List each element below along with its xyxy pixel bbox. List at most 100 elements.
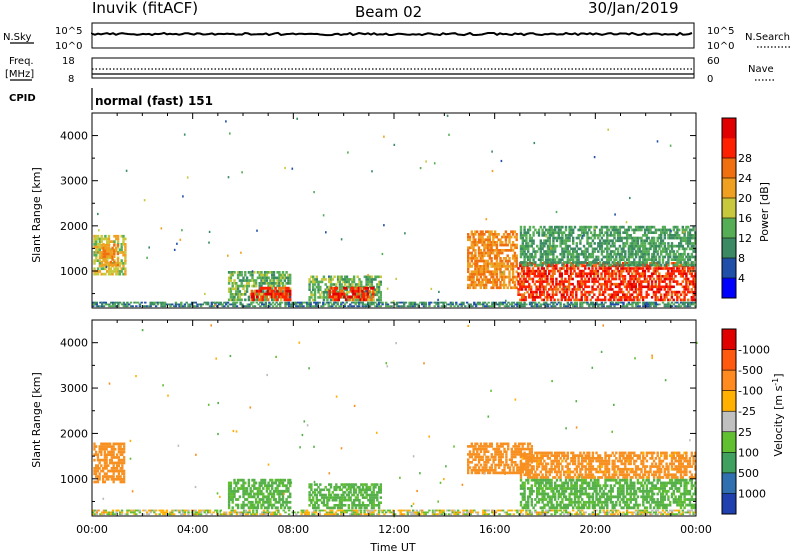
power-cell bbox=[335, 298, 339, 302]
power-cell bbox=[672, 244, 675, 248]
velocity-cell bbox=[505, 450, 508, 453]
power-cell bbox=[647, 282, 650, 286]
power-cell bbox=[661, 298, 665, 302]
power-cell bbox=[688, 305, 692, 308]
power-cell bbox=[104, 246, 107, 250]
power-cell bbox=[366, 295, 369, 299]
colorbar-swatch bbox=[722, 218, 736, 239]
power-cell bbox=[598, 228, 602, 232]
velocity-cell bbox=[95, 445, 98, 448]
power-cell bbox=[670, 250, 674, 253]
power-cell bbox=[591, 285, 594, 289]
power-cell bbox=[654, 296, 657, 299]
power-cell bbox=[535, 296, 538, 299]
power-cell bbox=[558, 275, 562, 278]
velocity-cell bbox=[492, 471, 495, 475]
velocity-cell bbox=[254, 506, 258, 510]
power-cell bbox=[650, 296, 654, 299]
power-cell bbox=[485, 251, 488, 255]
power-cell bbox=[247, 284, 251, 288]
power-cell bbox=[573, 288, 576, 291]
power-cell bbox=[600, 293, 603, 296]
power-cell bbox=[231, 298, 234, 302]
power-cell bbox=[217, 301, 221, 304]
power-cell bbox=[504, 241, 508, 244]
power-cell bbox=[539, 280, 542, 283]
power-cell bbox=[510, 249, 513, 252]
power-cell bbox=[542, 269, 545, 273]
power-cell bbox=[274, 292, 277, 296]
power-cell bbox=[163, 305, 167, 308]
power-cell bbox=[652, 290, 656, 294]
power-cell bbox=[93, 237, 96, 241]
power-cell bbox=[519, 252, 523, 256]
power-cell bbox=[254, 279, 258, 282]
power-cell bbox=[548, 234, 551, 237]
power-cell bbox=[511, 281, 515, 284]
power-cell bbox=[643, 258, 647, 261]
power-cell bbox=[566, 261, 569, 264]
power-cell bbox=[629, 225, 632, 229]
power-cell bbox=[369, 283, 372, 286]
power-cell bbox=[519, 250, 523, 253]
power-cell bbox=[260, 279, 263, 282]
power-cell bbox=[584, 231, 587, 234]
power-cell bbox=[548, 244, 551, 248]
power-cell bbox=[410, 303, 413, 306]
power-cell bbox=[490, 233, 493, 236]
velocity-cell bbox=[245, 489, 249, 493]
velocity-cell bbox=[315, 488, 318, 492]
power-cell bbox=[508, 273, 511, 276]
power-cell bbox=[598, 261, 602, 264]
power-cell bbox=[578, 280, 582, 283]
power-cell bbox=[568, 225, 571, 229]
power-cell bbox=[116, 263, 120, 267]
velocity-cell bbox=[319, 488, 322, 492]
power-cell bbox=[320, 296, 324, 299]
power-cell bbox=[104, 301, 107, 304]
power-cell bbox=[253, 305, 257, 308]
power-cell bbox=[622, 296, 625, 299]
power-cell bbox=[499, 275, 502, 279]
power-cell bbox=[614, 275, 618, 278]
power-cell bbox=[284, 305, 287, 308]
power-cell bbox=[501, 235, 504, 239]
power-cell bbox=[606, 236, 609, 240]
power-cell bbox=[111, 252, 114, 256]
power-cell bbox=[667, 255, 670, 259]
power-cell bbox=[685, 225, 688, 229]
power-cell bbox=[640, 288, 643, 291]
power-cell bbox=[645, 301, 649, 304]
power-cell bbox=[692, 280, 695, 283]
power-cell bbox=[582, 228, 586, 232]
velocity-cell bbox=[110, 445, 113, 448]
velocity-cell bbox=[98, 477, 101, 481]
power-cell bbox=[254, 282, 258, 285]
velocity-cell bbox=[117, 464, 120, 467]
power-cell bbox=[111, 263, 114, 267]
power-cell bbox=[625, 239, 629, 243]
power-cell bbox=[591, 234, 595, 237]
power-cell bbox=[315, 275, 318, 279]
power-cell bbox=[481, 254, 484, 258]
velocity-cell bbox=[347, 498, 350, 502]
power-cell bbox=[283, 273, 286, 277]
power-cell bbox=[287, 301, 291, 304]
velocity-cell bbox=[360, 488, 363, 492]
power-cell bbox=[611, 225, 614, 229]
power-cell bbox=[515, 262, 518, 266]
power-cell bbox=[305, 301, 309, 304]
power-cell bbox=[278, 284, 281, 288]
power-cell bbox=[476, 270, 479, 274]
velocity-cell bbox=[98, 450, 101, 454]
power-cell bbox=[508, 238, 511, 242]
velocity-cell bbox=[499, 442, 503, 446]
power-cell bbox=[492, 273, 495, 276]
power-cell bbox=[582, 264, 585, 268]
power-cell bbox=[317, 290, 320, 294]
power-scatter-cell bbox=[313, 191, 315, 194]
power-cell bbox=[618, 255, 622, 259]
power-cell bbox=[575, 293, 578, 296]
power-cell bbox=[672, 262, 675, 265]
power-cell bbox=[548, 236, 551, 240]
